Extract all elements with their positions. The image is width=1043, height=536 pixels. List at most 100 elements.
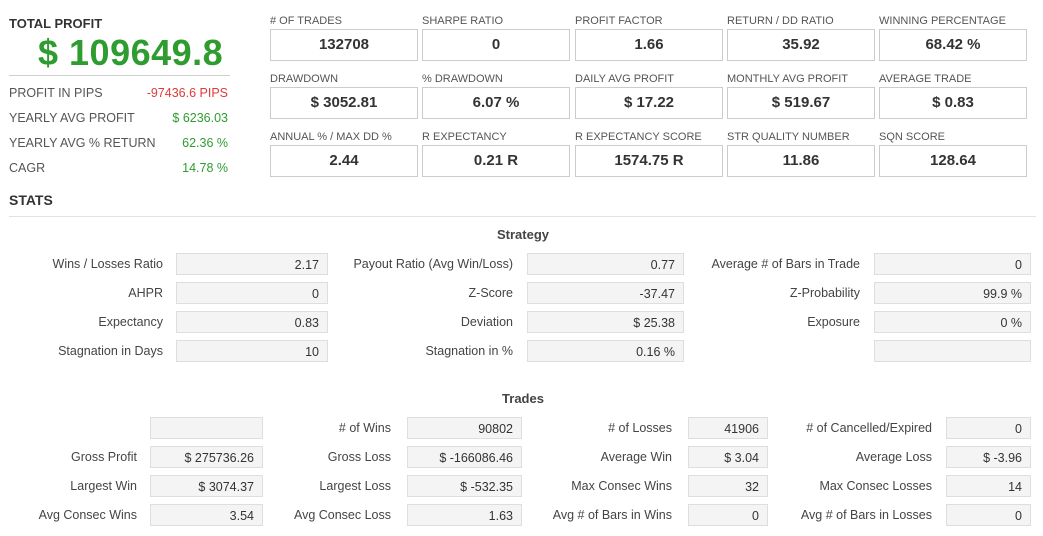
metric-label: SQN SCORE bbox=[879, 131, 946, 143]
strategy-label: AHPR bbox=[128, 286, 163, 300]
trades-label: Avg Consec Wins bbox=[38, 508, 137, 522]
metric-drawdown: DRAWDOWN $ 3052.81 bbox=[270, 73, 418, 125]
trades-value: 1.63 bbox=[407, 504, 522, 526]
trades-label: Average Win bbox=[600, 450, 672, 464]
trades-label: Avg # of Bars in Losses bbox=[800, 508, 932, 522]
metric-value: 6.07 % bbox=[472, 94, 520, 111]
metric-box: 35.92 bbox=[727, 29, 875, 61]
summary-row-profit-in-pips: PROFIT IN PIPS -97436.6 PIPS bbox=[9, 82, 230, 106]
metric-str-quality-number: STR QUALITY NUMBER 11.86 bbox=[727, 131, 875, 183]
metric-value: $ 0.83 bbox=[932, 94, 974, 111]
strategy-label: Wins / Losses Ratio bbox=[52, 257, 163, 271]
summary-value: -97436.6 PIPS bbox=[146, 86, 228, 100]
metric-return-dd-ratio: RETURN / DD RATIO 35.92 bbox=[727, 15, 875, 67]
trades-value: 3.54 bbox=[150, 504, 263, 526]
trades-value: 0 bbox=[946, 417, 1031, 439]
strategy-value: $ 25.38 bbox=[527, 311, 684, 333]
summary-row-yearly-avg-return: YEARLY AVG % RETURN 62.36 % bbox=[9, 132, 230, 156]
metric-value: $ 3052.81 bbox=[310, 94, 378, 111]
strategy-heading: Strategy bbox=[496, 227, 550, 242]
metric-box: 128.64 bbox=[879, 145, 1027, 177]
metric-box: 132708 bbox=[270, 29, 418, 61]
summary-label: PROFIT IN PIPS bbox=[9, 86, 103, 100]
metric-box: $ 3052.81 bbox=[270, 87, 418, 119]
metric-label: DRAWDOWN bbox=[270, 73, 339, 85]
metric-value: $ 519.67 bbox=[771, 94, 831, 111]
strategy-label: Stagnation in % bbox=[425, 344, 513, 358]
metric-value: 11.86 bbox=[782, 152, 820, 169]
strategy-value: -37.47 bbox=[527, 282, 684, 304]
metric-value: 0.21 R bbox=[473, 152, 519, 169]
metric-value: 2.44 bbox=[329, 152, 359, 169]
summary-value: 62.36 % bbox=[182, 136, 228, 150]
metric-box: $ 519.67 bbox=[727, 87, 875, 119]
strategy-label: Payout Ratio (Avg Win/Loss) bbox=[353, 257, 513, 271]
stats-heading: STATS bbox=[9, 192, 53, 208]
strategy-value: 0.83 bbox=[176, 311, 328, 333]
metric-label: % DRAWDOWN bbox=[422, 73, 503, 85]
strategy-label: Average # of Bars in Trade bbox=[711, 257, 860, 271]
metric-box: 11.86 bbox=[727, 145, 875, 177]
trades-label: Max Consec Wins bbox=[571, 479, 672, 493]
metric-daily-avg-profit: DAILY AVG PROFIT $ 17.22 bbox=[575, 73, 723, 125]
strategy-label: Z-Score bbox=[468, 286, 513, 300]
metric-box: 1.66 bbox=[575, 29, 723, 61]
trades-value: 32 bbox=[688, 475, 768, 497]
metric-value: 35.92 bbox=[782, 36, 820, 53]
strategy-value-empty bbox=[874, 340, 1031, 362]
divider bbox=[9, 216, 1036, 217]
metric-box: $ 0.83 bbox=[879, 87, 1027, 119]
trades-value: $ -532.35 bbox=[407, 475, 522, 497]
strategy-label: Expectancy bbox=[98, 315, 163, 329]
summary-value: $ 6236.03 bbox=[172, 111, 228, 125]
metric-winning-percentage: WINNING PERCENTAGE 68.42 % bbox=[879, 15, 1027, 67]
metric-annual-max-dd: ANNUAL % / MAX DD % 2.44 bbox=[270, 131, 418, 183]
metric-number-of-trades: # OF TRADES 132708 bbox=[270, 15, 418, 67]
metric-box: 0.21 R bbox=[422, 145, 570, 177]
trades-value: $ -166086.46 bbox=[407, 446, 522, 468]
strategy-value: 0.77 bbox=[527, 253, 684, 275]
trades-heading: Trades bbox=[502, 391, 544, 406]
metric-value: 128.64 bbox=[930, 152, 976, 169]
summary-label: YEARLY AVG % RETURN bbox=[9, 136, 156, 150]
metric-label: ANNUAL % / MAX DD % bbox=[270, 131, 392, 143]
trades-value: 14 bbox=[946, 475, 1031, 497]
strategy-value: 99.9 % bbox=[874, 282, 1031, 304]
metric-box: $ 17.22 bbox=[575, 87, 723, 119]
metric-percent-drawdown: % DRAWDOWN 6.07 % bbox=[422, 73, 570, 125]
strategy-label: Stagnation in Days bbox=[58, 344, 163, 358]
trades-label: Largest Win bbox=[70, 479, 137, 493]
metric-sqn-score: SQN SCORE 128.64 bbox=[879, 131, 1027, 183]
total-profit-label: TOTAL PROFIT bbox=[9, 16, 103, 31]
total-profit-value: $ 109649.8 bbox=[38, 32, 224, 73]
strategy-label: Deviation bbox=[460, 315, 513, 329]
trades-value: 90802 bbox=[407, 417, 522, 439]
metric-box: 68.42 % bbox=[879, 29, 1027, 61]
trades-value: $ 3.04 bbox=[688, 446, 768, 468]
strategy-value: 0 bbox=[176, 282, 328, 304]
metric-r-expectancy-score: R EXPECTANCY SCORE 1574.75 R bbox=[575, 131, 723, 183]
trades-label: Gross Loss bbox=[327, 450, 391, 464]
metric-value: $ 17.22 bbox=[623, 94, 675, 111]
strategy-label: Z-Probability bbox=[789, 286, 860, 300]
trades-label: Gross Profit bbox=[71, 450, 137, 464]
trades-value: 0 bbox=[688, 504, 768, 526]
metric-label: PROFIT FACTOR bbox=[575, 15, 663, 27]
trades-value: $ 3074.37 bbox=[150, 475, 263, 497]
strategy-label: Exposure bbox=[807, 315, 860, 329]
metric-label: SHARPE RATIO bbox=[422, 15, 504, 27]
summary-row-yearly-avg-profit: YEARLY AVG PROFIT $ 6236.03 bbox=[9, 107, 230, 131]
strategy-value: 10 bbox=[176, 340, 328, 362]
trades-label: Largest Loss bbox=[319, 479, 391, 493]
metric-value: 0 bbox=[491, 36, 501, 53]
strategy-value: 0 bbox=[874, 253, 1031, 275]
summary-row-cagr: CAGR 14.78 % bbox=[9, 157, 230, 181]
metric-label: AVERAGE TRADE bbox=[879, 73, 972, 85]
summary-label: YEARLY AVG PROFIT bbox=[9, 111, 135, 125]
trades-label: Max Consec Losses bbox=[819, 479, 932, 493]
trades-label: # of Losses bbox=[608, 421, 672, 435]
metric-value: 1.66 bbox=[634, 36, 664, 53]
metric-r-expectancy: R EXPECTANCY 0.21 R bbox=[422, 131, 570, 183]
trades-value: 41906 bbox=[688, 417, 768, 439]
metric-label: DAILY AVG PROFIT bbox=[575, 73, 675, 85]
